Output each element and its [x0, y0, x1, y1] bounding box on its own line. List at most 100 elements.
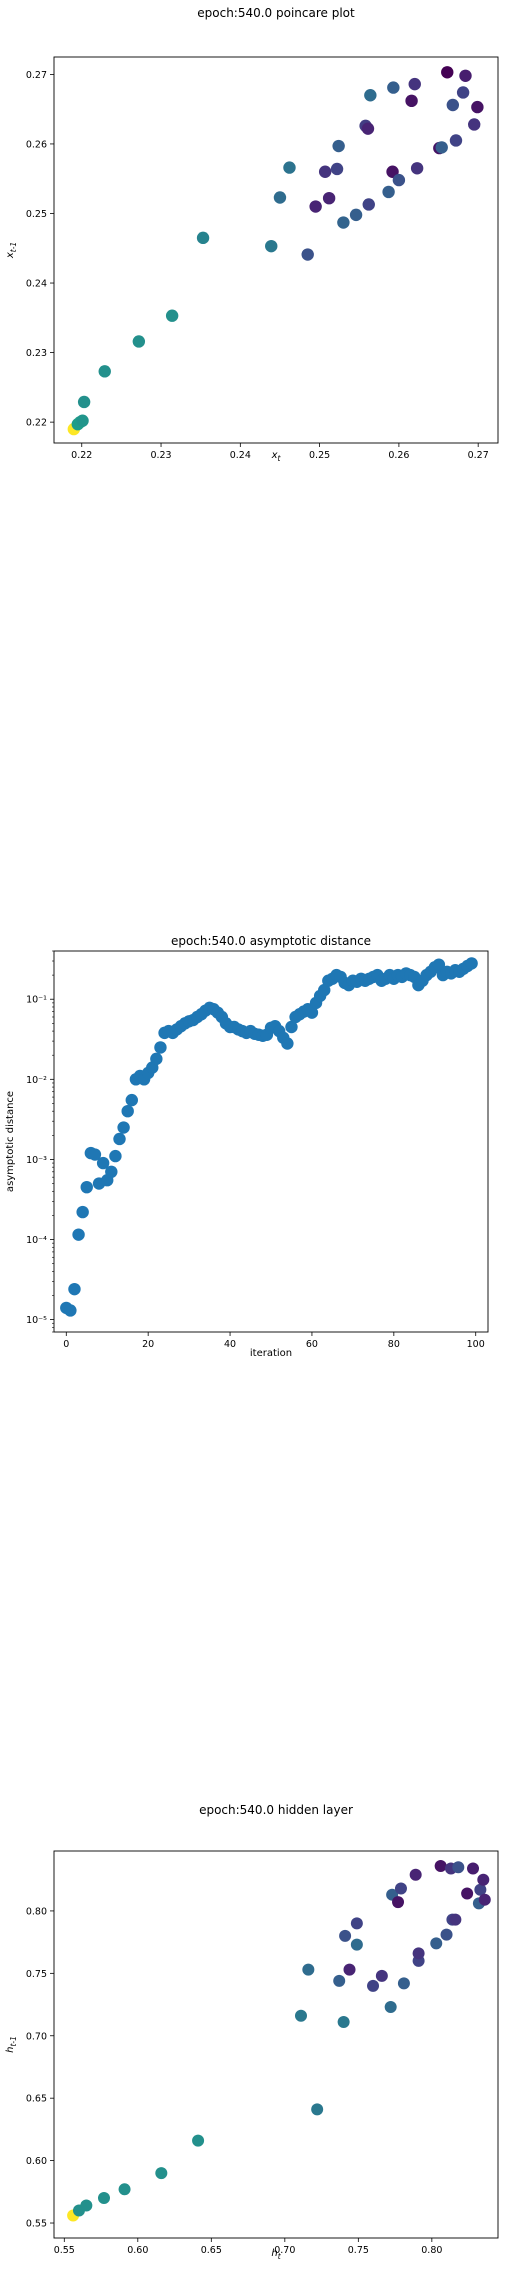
chart-title: epoch:540.0 hidden layer — [199, 1803, 353, 1817]
x-tick-label: 0.65 — [201, 2245, 222, 2256]
scatter-point — [410, 162, 424, 175]
scatter-point — [461, 1887, 474, 1900]
scatter-point — [64, 1304, 77, 1317]
x-tick-label: 0.60 — [127, 2245, 148, 2256]
scatter-point — [412, 1947, 425, 1960]
scatter-point — [76, 1205, 89, 1219]
scatter-point — [440, 1928, 453, 1941]
scatter-point — [367, 1979, 380, 1992]
scatter-point — [294, 2009, 307, 2022]
scatter-point — [382, 185, 395, 199]
scatter-point — [155, 2167, 168, 2180]
scatter-point — [432, 958, 446, 971]
scatter-point — [478, 1893, 491, 1906]
scatter-point — [446, 98, 460, 112]
scatter-point — [449, 1913, 462, 1926]
x-tick-label: 100 — [467, 1339, 485, 1350]
y-axis-label: asymptotic distance — [5, 1091, 16, 1192]
scatter-point — [337, 216, 350, 229]
y-tick-label: 0.24 — [26, 279, 47, 290]
scatter-point — [392, 1896, 405, 1909]
scatter-point — [302, 1963, 315, 1976]
y-tick-label: 0.80 — [26, 1906, 47, 1917]
scatter-point — [154, 1041, 167, 1054]
x-tick-label: 0 — [63, 1339, 69, 1350]
x-axis-label: iteration — [250, 1348, 292, 1359]
x-tick-label: 0.25 — [309, 450, 330, 461]
scatter-point — [449, 134, 463, 147]
x-tick-label: 60 — [306, 1339, 318, 1350]
scatter-point — [68, 1282, 81, 1296]
x-tick-label: 40 — [224, 1339, 236, 1350]
scatter-point — [477, 1873, 490, 1886]
x-tick-label: 0.75 — [348, 2245, 369, 2256]
scatter-point — [150, 1052, 163, 1066]
y-tick-label: 0.60 — [26, 2156, 47, 2167]
scatter-point — [430, 1937, 443, 1950]
scatter-point — [132, 335, 146, 348]
scatter-point — [285, 1020, 298, 1034]
scatter-point — [301, 248, 314, 261]
scatter-point — [350, 1938, 363, 1951]
scatter-point — [397, 1977, 410, 1990]
scatter-points — [67, 1859, 491, 2222]
plot-frame — [53, 950, 489, 1333]
y-tick-label: 0.25 — [26, 209, 47, 220]
scatter-point — [105, 1165, 118, 1179]
x-tick-label: 0.27 — [468, 450, 489, 461]
scatter-point — [318, 165, 332, 178]
scatter-point — [97, 2192, 110, 2205]
scatter-point — [318, 983, 331, 997]
x-tick-label: 0.70 — [274, 2245, 295, 2256]
scatter-point — [384, 2001, 397, 2014]
scatter-point — [349, 208, 363, 222]
scatter-point — [452, 1861, 465, 1874]
y-tick-label: 10⁻⁵ — [26, 1315, 47, 1326]
scatter-point — [434, 1859, 447, 1872]
x-tick-label: 20 — [142, 1339, 154, 1350]
scatter-point — [117, 1121, 130, 1134]
y-tick-label: 10⁻² — [26, 1075, 47, 1086]
scatter-points — [60, 957, 478, 1317]
scatter-point — [98, 365, 111, 378]
plot-frame — [53, 1850, 499, 2239]
scatter-point — [337, 2016, 350, 2029]
scatter-point — [333, 1974, 346, 1987]
scatter-point — [435, 141, 448, 154]
scatter-point — [392, 173, 406, 187]
x-tick-label: 0.80 — [421, 2245, 442, 2256]
scatter-point — [350, 1917, 363, 1930]
y-tick-label: 10⁻³ — [26, 1155, 47, 1166]
plot-frame — [53, 56, 499, 444]
scatter-point — [109, 1149, 122, 1163]
scatter-point — [405, 94, 418, 108]
poincare-plot: epoch:540.0 poincare plot 0.22 0.23 0.24 0.2… — [5, 6, 499, 463]
scatter-point — [125, 1093, 138, 1107]
y-tick-label: 0.22 — [26, 418, 47, 429]
scatter-point — [322, 191, 336, 205]
scatter-point — [409, 1868, 422, 1881]
x-axis-label: ht — [271, 2248, 281, 2261]
scatter-point — [273, 191, 287, 204]
scatter-point — [80, 1180, 93, 1194]
scatter-point — [192, 2134, 205, 2147]
scatter-point — [309, 200, 322, 213]
scatter-point — [165, 309, 179, 322]
x-tick-label: 0.24 — [230, 450, 251, 461]
scatter-point — [364, 89, 377, 102]
scatter-point — [467, 1862, 480, 1875]
scatter-point — [362, 198, 375, 211]
scatter-point — [330, 162, 344, 176]
y-tick-label: 0.70 — [26, 2031, 47, 2042]
scatter-point — [375, 1969, 388, 1982]
scatter-point — [113, 1132, 126, 1146]
scatter-point — [283, 161, 296, 174]
y-tick-label: 0.65 — [26, 2094, 47, 2105]
scatter-point — [339, 1929, 352, 1942]
scatter-point — [88, 1148, 102, 1161]
scatter-point — [281, 1037, 294, 1050]
scatter-point — [408, 77, 421, 91]
chart-title: epoch:540.0 poincare plot — [197, 6, 355, 20]
asymptotic-distance-plot: epoch:540.0 asymptotic distance 0 20 40 60 80… — [5, 934, 489, 1359]
